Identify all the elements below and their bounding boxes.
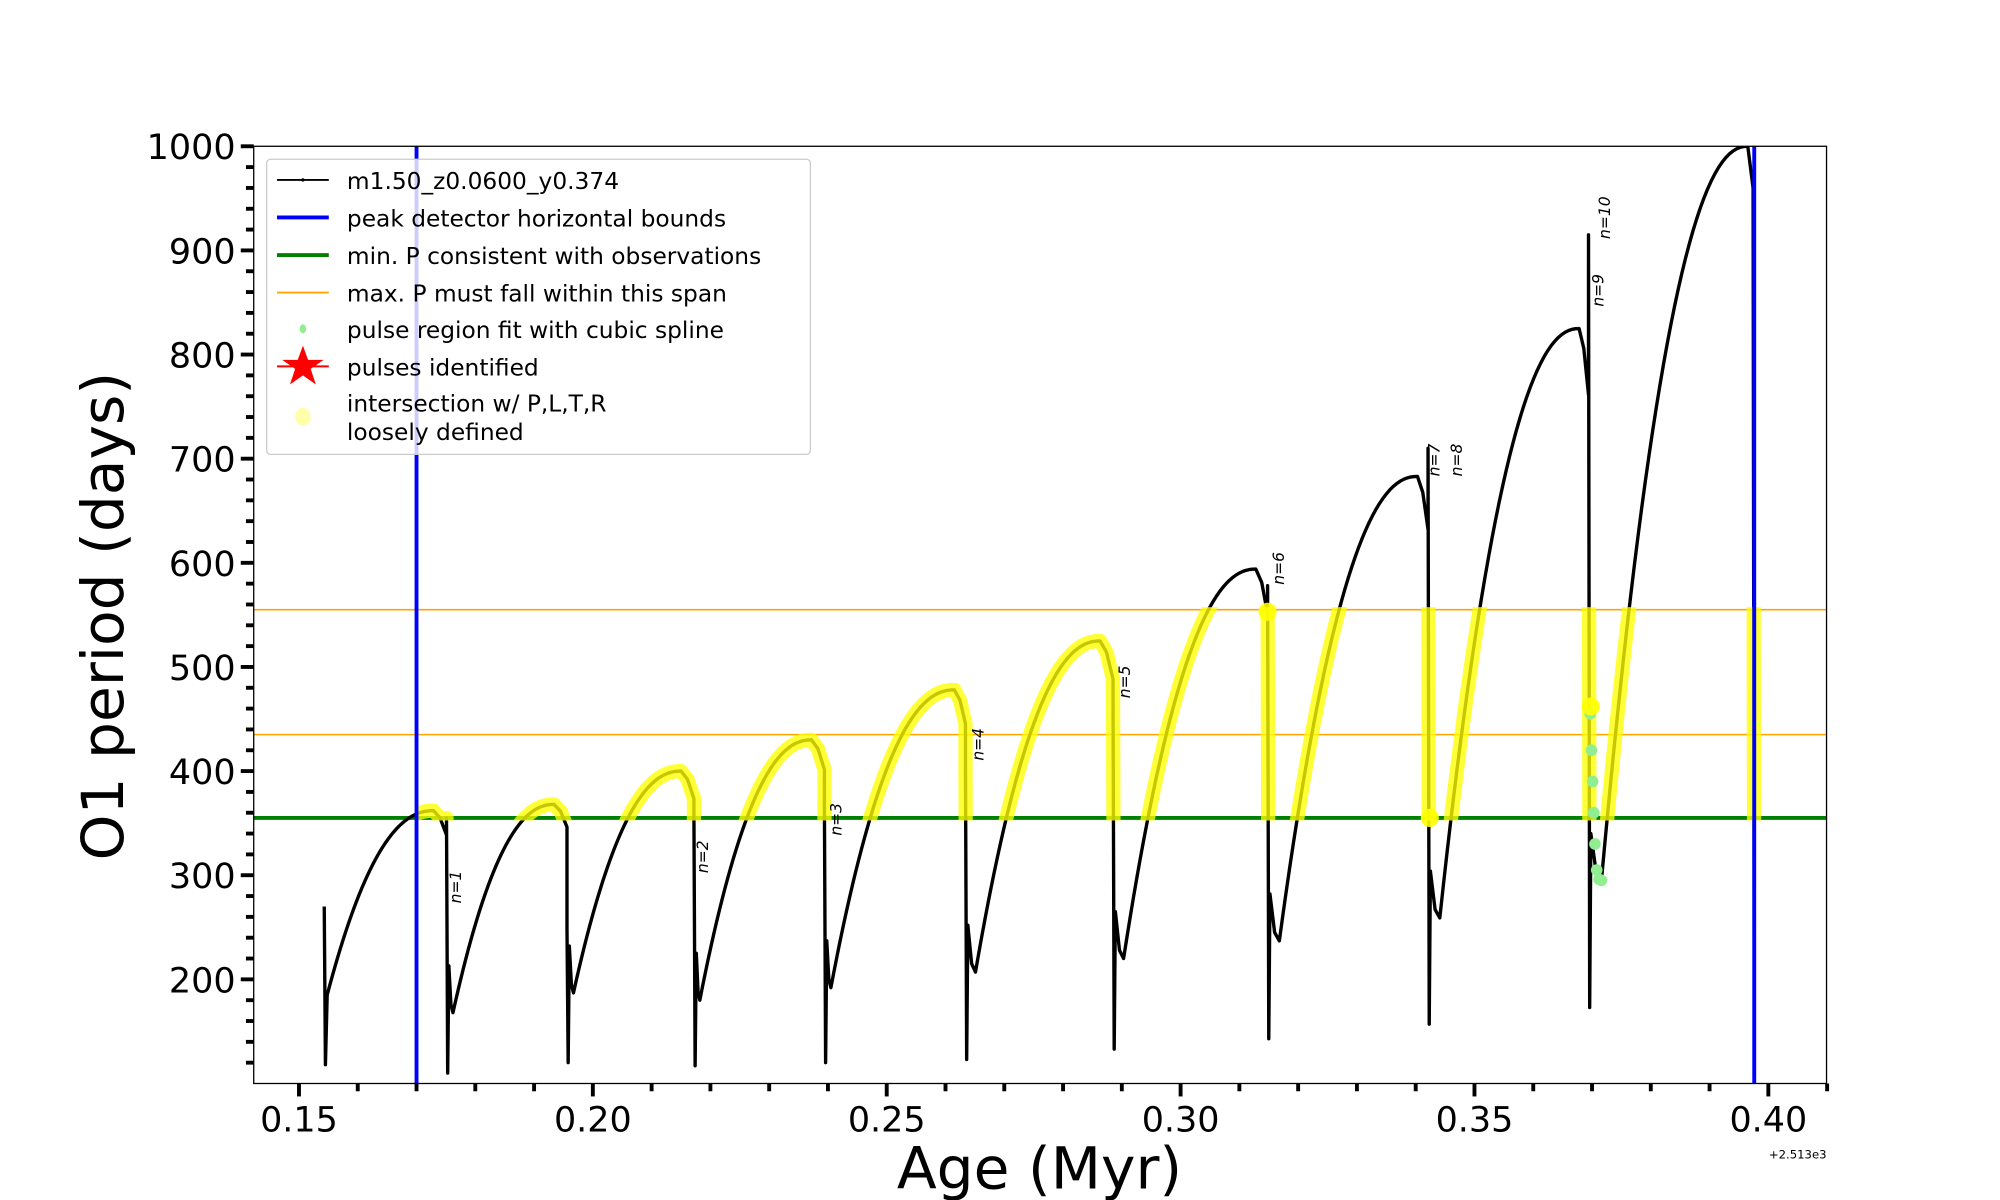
legend-item-model: m1.50_z0.0600_y0.374 <box>277 168 619 195</box>
y-tick-label: 900 <box>169 232 236 272</box>
spline-fit-point <box>1587 806 1600 819</box>
legend-item-max-period-span: max. P must fall within this span <box>277 281 727 308</box>
legend-label-min-period: min. P consistent with observations <box>347 243 761 270</box>
legend: m1.50_z0.0600_y0.374 peak detector horiz… <box>266 158 812 456</box>
y-tick-label: 200 <box>169 961 236 1001</box>
pulse-annotation: n=7 <box>1426 444 1444 477</box>
x-tick-label: 0.40 <box>1729 1100 1807 1140</box>
pulse-annotation: n=5 <box>1116 665 1134 698</box>
green-dot-icon <box>299 324 307 334</box>
y-tick-label: 800 <box>169 336 236 376</box>
spline-fit-point <box>1589 838 1601 850</box>
spline-fit-point <box>1595 874 1608 887</box>
x-tick-label: 0.25 <box>848 1100 926 1140</box>
legend-label-peak-bounds: peak detector horizontal bounds <box>347 206 726 233</box>
pulse-annotation: n=10 <box>1596 196 1614 239</box>
y-tick-label: 300 <box>169 857 236 897</box>
legend-label-max-period-span: max. P must fall within this span <box>347 281 727 308</box>
intersection-point <box>1420 808 1439 828</box>
x-tick-label: 0.35 <box>1436 1100 1514 1140</box>
x-tick-label: 0.20 <box>554 1100 632 1140</box>
y-axis-label: O1 period (days) <box>69 372 137 860</box>
intersection-overlay <box>416 607 1762 821</box>
x-axis-label: Age (Myr) <box>897 1134 1182 1200</box>
legend-label-model: m1.50_z0.0600_y0.374 <box>347 168 619 195</box>
pulse-annotation: n=9 <box>1590 274 1608 307</box>
pale-yellow-dot-icon <box>295 407 311 426</box>
legend-item-intersection: intersection w/ P,L,T,R loosely defined <box>295 391 607 446</box>
legend-item-min-period: min. P consistent with observations <box>277 243 761 270</box>
plot-area <box>253 146 1827 1084</box>
legend-label-spline-fit: pulse region fit with cubic spline <box>347 317 724 344</box>
axes: 0.15 0.20 0.25 0.30 0.35 0.40 200 300 400 500 600 7… <box>147 128 1830 1140</box>
red-star-icon <box>282 345 324 385</box>
y-tick-label: 1000 <box>147 128 236 168</box>
legend-marker-icon <box>301 178 305 182</box>
y-tick-label: 500 <box>169 649 236 689</box>
spline-fit-point <box>1586 775 1599 788</box>
pulse-annotation: n=4 <box>970 728 988 761</box>
intersection-point <box>1581 697 1600 716</box>
annotation-layer: n=1 n=2 n=3 n=4 n=5 n=6 n=7 n=8 n=9 n=10 <box>447 196 1614 903</box>
x-tick-label: 0.15 <box>260 1100 338 1140</box>
y-tick-label: 400 <box>169 753 236 793</box>
spline-fit-point <box>1590 864 1603 876</box>
spline-fit-point <box>1585 744 1598 757</box>
pulse-annotation: n=2 <box>694 840 712 873</box>
x-tick-label: 0.30 <box>1142 1100 1220 1140</box>
pulse-annotation: n=8 <box>1448 444 1466 477</box>
pulse-annotation: n=3 <box>827 803 845 836</box>
legend-box <box>266 158 812 456</box>
legend-label-intersection-2: loosely defined <box>347 419 524 446</box>
plot-frame <box>253 145 1828 1085</box>
y-tick-label: 600 <box>169 545 236 585</box>
legend-item-peak-bounds: peak detector horizontal bounds <box>277 206 726 233</box>
legend-label-pulses: pulses identified <box>347 354 539 381</box>
legend-label-intersection: intersection w/ P,L,T,R <box>347 391 607 418</box>
intersection-point <box>1258 602 1277 621</box>
pulse-annotation: n=6 <box>1270 552 1288 585</box>
pulse-annotation: n=1 <box>447 871 465 904</box>
legend-item-spline-fit: pulse region fit with cubic spline <box>299 317 724 344</box>
legend-item-pulses: pulses identified <box>277 345 539 385</box>
y-tick-label: 700 <box>169 441 236 481</box>
x-offset-label: +2.513e3 <box>1769 1148 1827 1162</box>
